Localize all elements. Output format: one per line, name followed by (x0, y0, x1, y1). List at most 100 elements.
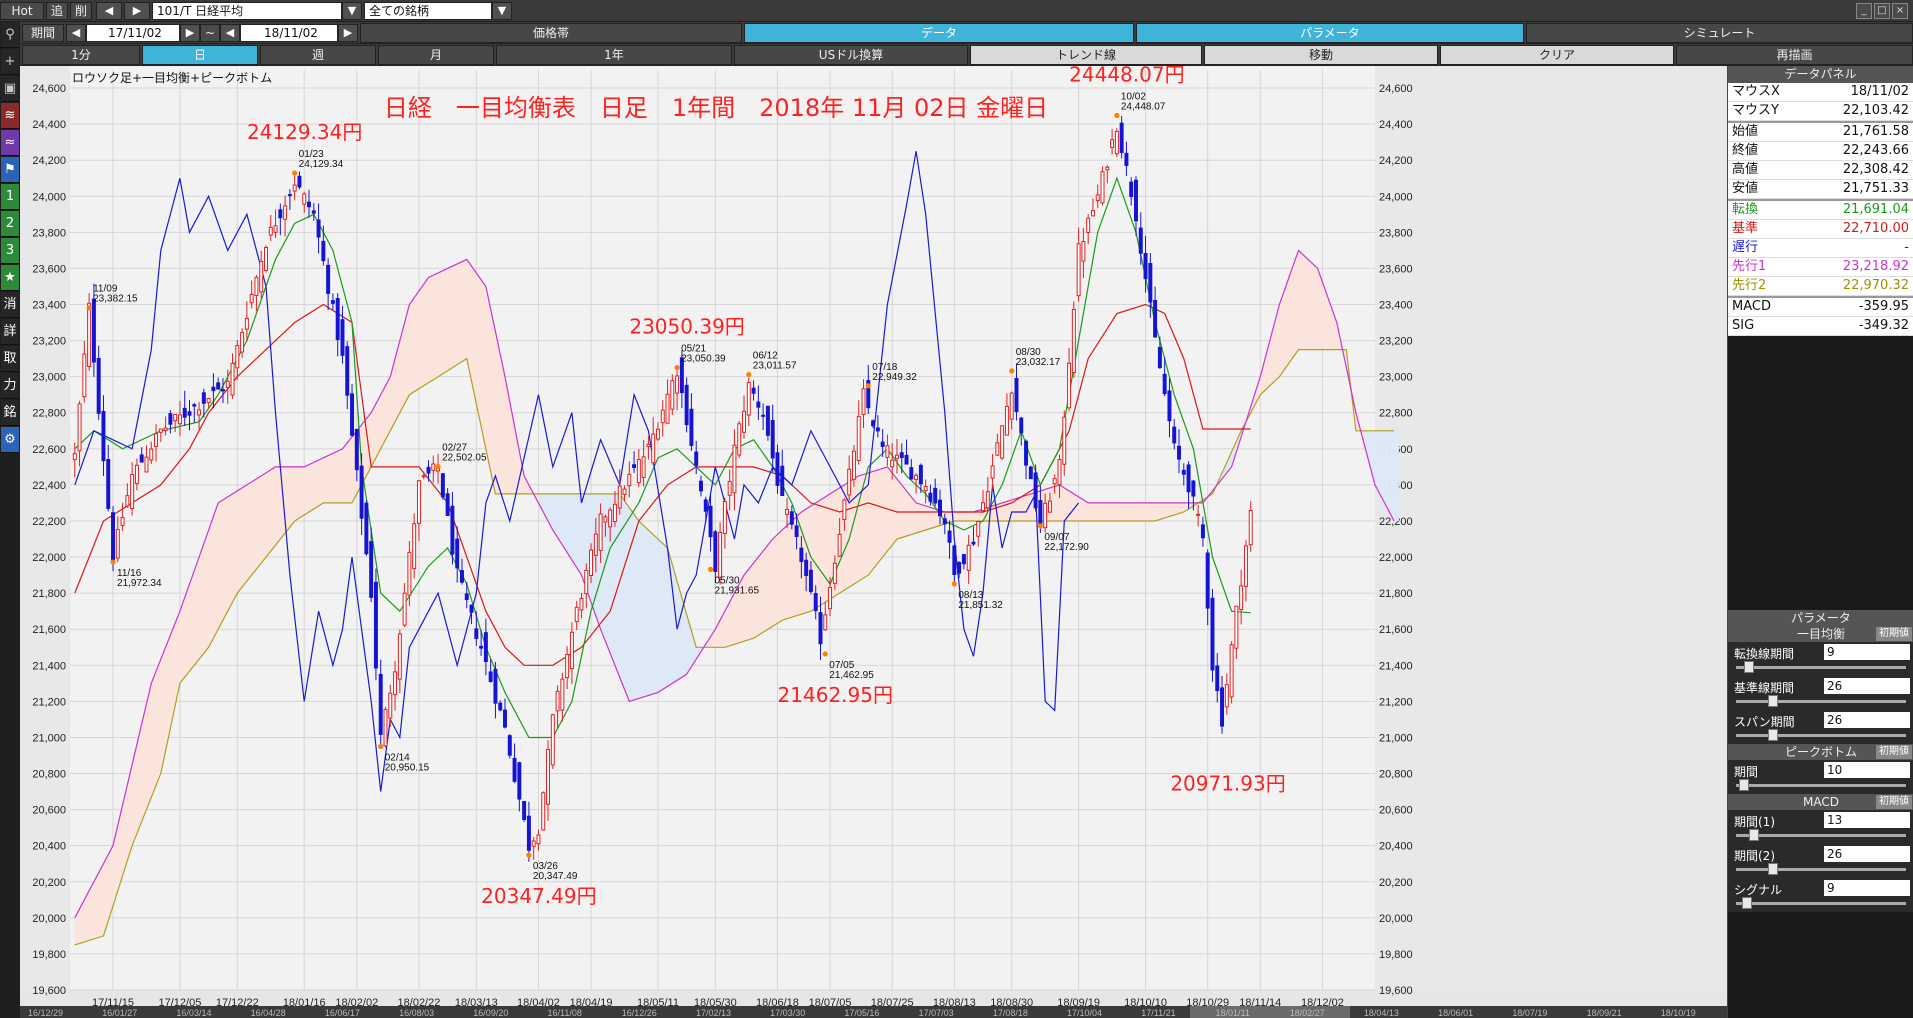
cloud-segment (1107, 502, 1113, 521)
param-slider-track[interactable] (1736, 834, 1906, 837)
param-slider-knob[interactable] (1768, 695, 1778, 707)
detail-button[interactable]: 詳 (1, 319, 19, 345)
reset-defaults-button[interactable]: 初期値 (1876, 627, 1912, 641)
candle-body (546, 748, 551, 805)
tab-monthly[interactable]: 月 (378, 45, 494, 65)
symbol-dropdown-icon[interactable]: ▼ (342, 2, 362, 20)
param-slider-track[interactable] (1736, 784, 1906, 787)
tab-daily[interactable]: 日 (142, 45, 258, 65)
symbol-field[interactable]: 101/T 日経平均 (152, 2, 342, 20)
top-toolbar: Hot 追 削 ◀ ▶ 101/T 日経平均 ▼ 全ての銘柄 ▼ _ □ × (0, 0, 1913, 22)
to-next-button[interactable]: ▶ (338, 24, 358, 42)
param-value-input[interactable]: 26 (1824, 678, 1910, 694)
candle-body (144, 456, 149, 473)
y-tick-label-left: 22,400 (32, 480, 66, 492)
candle (1148, 253, 1153, 318)
line-icon[interactable]: ≈ (1, 130, 19, 156)
erase-button[interactable]: 消 (1, 292, 19, 318)
date-strip-label: 16/12/29 (28, 1008, 63, 1018)
fetch-button[interactable]: 取 (1, 346, 19, 372)
maximize-button[interactable]: □ (1874, 3, 1890, 19)
candle (847, 455, 852, 501)
camera-icon[interactable]: ▣ (1, 76, 19, 102)
trendline-button[interactable]: トレンド線 (970, 45, 1202, 65)
tab-parameters[interactable]: パラメータ (1136, 23, 1524, 43)
hot-button[interactable]: Hot (0, 2, 44, 20)
from-next-button[interactable]: ▶ (180, 24, 200, 42)
usd-conversion-button[interactable]: USドル換算 (734, 45, 968, 65)
tab-price-band[interactable]: 価格帯 (360, 23, 742, 43)
star-icon[interactable]: ★ (1, 265, 19, 291)
param-value-input[interactable]: 26 (1824, 846, 1910, 862)
ichimoku-chart[interactable]: 19,600 19,600 19,800 19,800 20,000 20,000 20,2… (20, 66, 1727, 1018)
reset-defaults-button[interactable]: 初期値 (1876, 745, 1912, 759)
data-panel-key: 始値 (1732, 124, 1759, 139)
clear-button[interactable]: クリア (1440, 45, 1674, 65)
cloud-segment (227, 493, 233, 612)
param-value-input[interactable]: 10 (1824, 762, 1910, 778)
param-slider-knob[interactable] (1768, 863, 1778, 875)
param-slider-knob[interactable] (1768, 729, 1778, 741)
candle (330, 293, 335, 310)
candle-body (622, 488, 627, 495)
param-value-input[interactable]: 13 (1824, 812, 1910, 828)
search-icon[interactable]: ⚲ (1, 22, 19, 48)
minimize-button[interactable]: _ (1856, 3, 1872, 19)
cloud-segment (916, 502, 921, 533)
tab-data[interactable]: データ (744, 23, 1134, 43)
gear-icon[interactable]: ⚙ (1, 427, 19, 453)
param-value-input[interactable]: 9 (1824, 880, 1910, 896)
slot-2-button[interactable]: 2 (1, 211, 19, 237)
slot-3-button[interactable]: 3 (1, 238, 19, 264)
close-button[interactable]: × (1892, 3, 1908, 19)
redraw-button[interactable]: 再描画 (1676, 45, 1913, 65)
delete-button[interactable]: 削 (70, 2, 92, 20)
slot-1-button[interactable]: 1 (1, 184, 19, 210)
candle-body (412, 523, 417, 570)
candle-body (421, 475, 426, 478)
candle (694, 440, 699, 475)
chart-area[interactable]: 19,600 19,600 19,800 19,800 20,000 20,000 20,2… (20, 66, 1727, 1018)
cloud-segment (963, 512, 969, 521)
param-value-input[interactable]: 26 (1824, 712, 1910, 728)
y-tick-label-right: 24,200 (1379, 155, 1413, 167)
to-date-field[interactable]: 18/11/02 (240, 24, 338, 42)
tab-1min[interactable]: 1分 (22, 45, 140, 65)
crosshair-icon[interactable]: + (1, 49, 19, 75)
input-button[interactable]: 力 (1, 373, 19, 399)
param-slider-track[interactable] (1736, 902, 1906, 905)
symbol-button[interactable]: 銘 (1, 400, 19, 426)
from-date-field[interactable]: 17/11/02 (86, 24, 180, 42)
tab-simulate[interactable]: シミュレート (1526, 23, 1913, 43)
cloud-segment (246, 481, 252, 582)
candle (321, 225, 326, 266)
filter-field[interactable]: 全ての銘柄 (364, 2, 492, 20)
next-symbol-button[interactable]: ▶ (124, 2, 150, 20)
to-prev-button[interactable]: ◀ (220, 24, 240, 42)
candle-body (675, 375, 680, 394)
param-slider-knob[interactable] (1739, 779, 1750, 791)
param-slider-track[interactable] (1736, 666, 1906, 669)
param-value-input[interactable]: 9 (1824, 644, 1910, 660)
param-slider-track[interactable] (1736, 700, 1906, 703)
flag-icon[interactable]: ⚑ (1, 157, 19, 183)
candle-icon[interactable]: ≋ (1, 103, 19, 129)
param-slider-track[interactable] (1736, 868, 1906, 871)
tab-weekly[interactable]: 週 (260, 45, 376, 65)
candle (584, 563, 589, 609)
from-prev-button[interactable]: ◀ (66, 24, 86, 42)
candle-body (942, 518, 947, 525)
reset-defaults-button[interactable]: 初期値 (1876, 795, 1912, 809)
param-slider-knob[interactable] (1742, 897, 1753, 909)
candle (1057, 454, 1062, 498)
param-slider-track[interactable] (1736, 734, 1906, 737)
param-slider-knob[interactable] (1744, 661, 1754, 673)
add-button[interactable]: 追 (46, 2, 68, 20)
filter-dropdown-icon[interactable]: ▼ (492, 2, 512, 20)
candle (703, 496, 708, 522)
move-button[interactable]: 移動 (1204, 45, 1438, 65)
param-slider-knob[interactable] (1748, 829, 1759, 841)
tab-1year[interactable]: 1年 (496, 45, 732, 65)
candle-body (1000, 425, 1005, 459)
prev-symbol-button[interactable]: ◀ (96, 2, 122, 20)
